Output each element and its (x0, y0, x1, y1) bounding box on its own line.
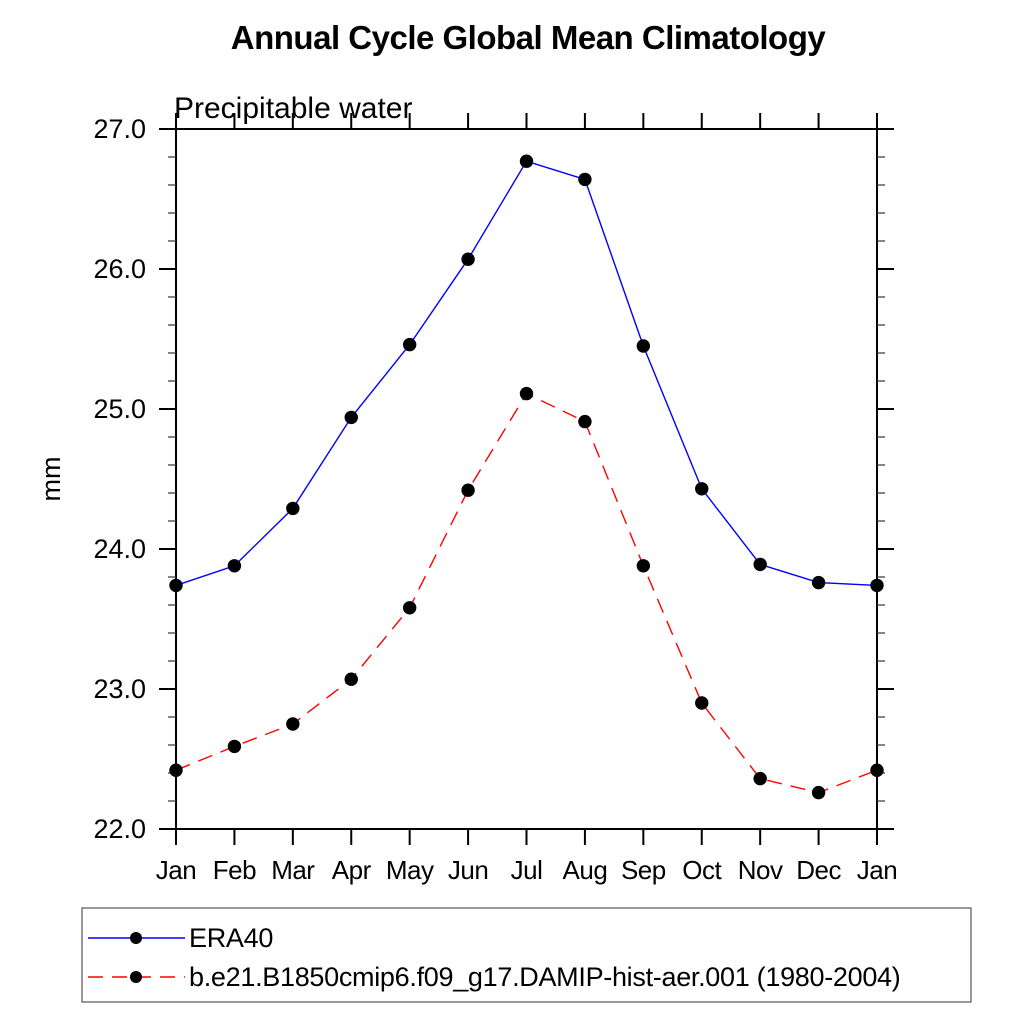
x-tick-label-jul-6: Jul (511, 855, 543, 885)
x-tick-label-sep-8: Sep (621, 855, 666, 885)
data-point-era40-mar-2 (286, 501, 300, 516)
data-point-era40-may-4 (402, 337, 417, 352)
data-point-b-e21-b1850cmip6-f09-g17-feb-1 (227, 739, 242, 754)
legend-item-era40: ERA40 (88, 923, 273, 953)
x-tick-label-jan-0: Jan (156, 855, 196, 885)
y-tick-label-5: 27.0 (93, 114, 146, 144)
x-tick-label-apr-3: Apr (332, 855, 372, 885)
data-point-era40-nov-10 (753, 557, 767, 572)
legend: ERA40 b.e21.B1850cmip6.f09_g17.DAMIP-hist… (81, 907, 972, 1003)
x-tick-label-aug-7: Aug (563, 855, 608, 885)
data-point-b-e21-b1850cmip6-f09-g17-sep-8 (636, 559, 651, 573)
data-point-era40-jun-5 (461, 252, 475, 266)
y-tick-label-3: 25.0 (93, 394, 146, 424)
x-tick-label-mar-2: Mar (271, 855, 315, 885)
data-point-era40-aug-7 (578, 172, 592, 187)
data-point-b-e21-b1850cmip6-f09-g17-nov-10 (753, 771, 767, 786)
data-point-era40-feb-1 (227, 559, 242, 573)
data-point-era40-sep-8 (636, 339, 651, 353)
data-series (169, 154, 884, 800)
y-tick-label-0: 22.0 (93, 814, 146, 844)
data-point-era40-apr-3 (344, 410, 358, 425)
series-line-b-e21-b1850cmip6-f09-g17 (175, 392, 878, 794)
data-point-era40-dec-11 (811, 575, 826, 590)
data-point-b-e21-b1850cmip6-f09-g17-dec-11 (811, 785, 826, 800)
x-tick-label-jan-12: Jan (857, 855, 897, 885)
x-tick-label-dec-11: Dec (796, 855, 841, 885)
y-tick-label-2: 24.0 (93, 534, 146, 564)
x-tick-label-nov-10: Nov (738, 855, 783, 885)
x-tick-label-jun-5: Jun (448, 855, 488, 885)
plot-border (175, 128, 878, 830)
data-point-era40-jul-6 (519, 154, 534, 168)
legend-box (81, 907, 972, 1003)
data-point-era40-jan-12 (870, 578, 884, 593)
x-tick-label-may-4: May (386, 855, 434, 885)
legend-label-era40: ERA40 (189, 923, 273, 953)
legend-marker-era40 (130, 932, 142, 944)
data-point-b-e21-b1850cmip6-f09-g17-oct-9 (695, 696, 709, 710)
data-point-era40-jan-0 (169, 578, 183, 593)
axis-ticks (159, 113, 894, 845)
data-point-era40-oct-9 (695, 482, 709, 496)
y-axis-unit-label: mm (36, 457, 66, 502)
legend-marker-b-e21-b1850cmip6-f09-g17 (130, 971, 142, 983)
data-point-b-e21-b1850cmip6-f09-g17-jan-0 (169, 763, 183, 777)
series-line-era40 (175, 160, 878, 587)
y-tick-label-1: 23.0 (93, 674, 146, 704)
data-point-b-e21-b1850cmip6-f09-g17-jan-12 (870, 763, 884, 777)
data-point-b-e21-b1850cmip6-f09-g17-aug-7 (578, 414, 592, 429)
data-point-b-e21-b1850cmip6-f09-g17-may-4 (402, 601, 417, 615)
legend-label-b-e21-b1850cmip6-f09-g17: b.e21.B1850cmip6.f09_g17.DAMIP-hist-aer.… (189, 962, 900, 992)
x-tick-label-oct-9: Oct (682, 855, 722, 885)
legend-item-b-e21-b1850cmip6-f09-g17: b.e21.B1850cmip6.f09_g17.DAMIP-hist-aer.… (88, 962, 901, 992)
x-tick-label-feb-1: Feb (213, 855, 256, 885)
chart-title: Annual Cycle Global Mean Climatology (231, 19, 827, 56)
plot-frame (175, 128, 878, 830)
data-point-b-e21-b1850cmip6-f09-g17-mar-2 (286, 717, 300, 731)
y-tick-label-4: 26.0 (93, 254, 146, 284)
axis-tick-labels: Jan Feb Mar Apr May Jun Jul Aug Sep Oct Nov Dec Jan 2… (93, 114, 897, 885)
data-point-b-e21-b1850cmip6-f09-g17-apr-3 (344, 672, 358, 686)
data-point-b-e21-b1850cmip6-f09-g17-jul-6 (519, 386, 534, 401)
data-point-b-e21-b1850cmip6-f09-g17-jun-5 (461, 483, 475, 497)
